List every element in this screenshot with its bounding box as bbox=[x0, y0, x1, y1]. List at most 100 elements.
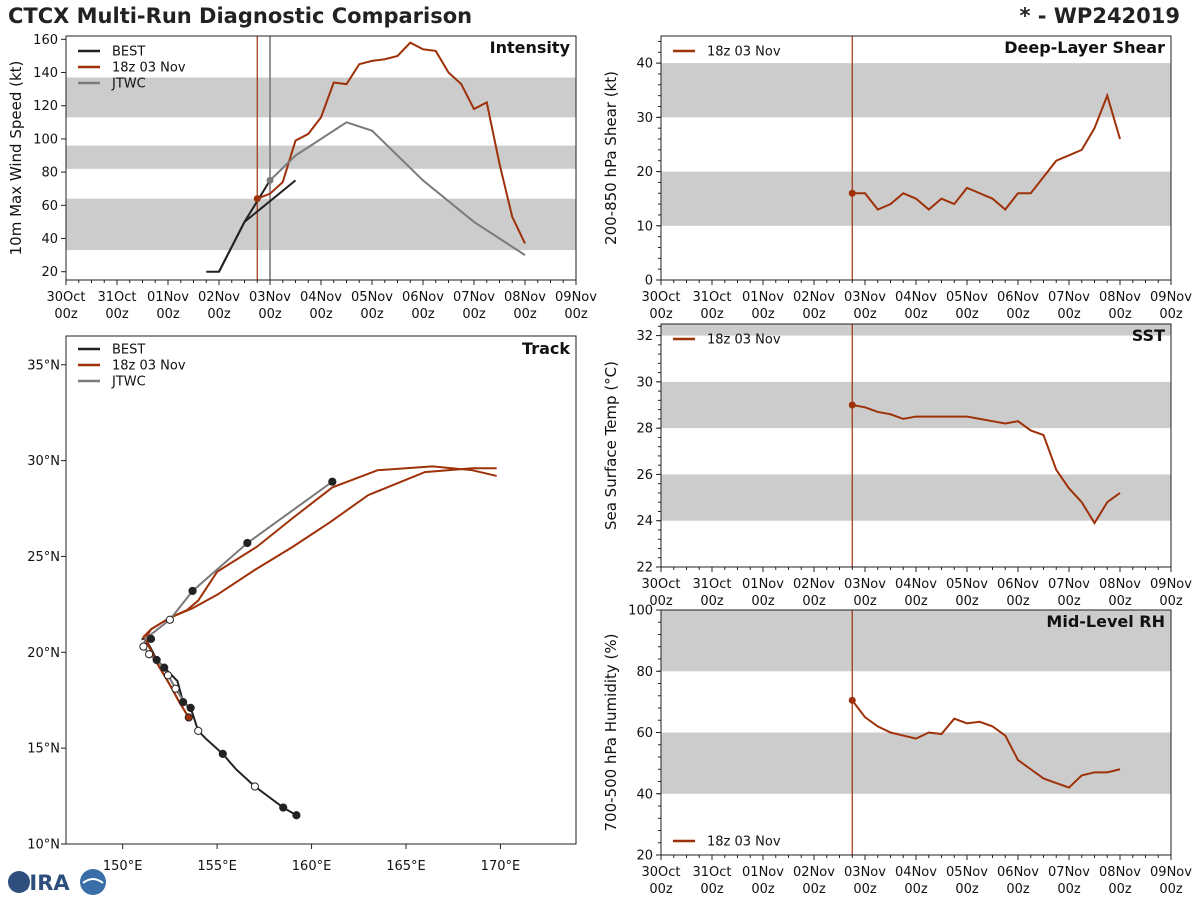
intensity-xtick-label: 00z bbox=[156, 307, 180, 322]
rh-xtick-label: 30Oct bbox=[641, 865, 680, 880]
intensity-xtick-label: 00z bbox=[54, 307, 78, 322]
rh-xtick-label: 06Nov bbox=[997, 865, 1039, 880]
storm-id-title: * - WP242019 bbox=[1019, 4, 1180, 28]
shear-xtick-label: 06Nov bbox=[997, 290, 1039, 305]
sst-xtick-label: 00z bbox=[853, 594, 877, 609]
rh-band bbox=[661, 610, 1171, 672]
intensity-xtick-label: 00z bbox=[207, 307, 231, 322]
intensity-legend-label-run: 18z 03 Nov bbox=[112, 61, 186, 76]
rh-xtick-label: 01Nov bbox=[742, 865, 784, 880]
intensity-title: Intensity bbox=[490, 38, 571, 57]
intensity-band bbox=[66, 77, 576, 118]
sst-marker-run bbox=[848, 401, 856, 409]
shear-xtick-label: 00z bbox=[802, 307, 826, 322]
intensity-ytick-label: 80 bbox=[41, 166, 58, 181]
shear-ytick-label: 0 bbox=[645, 274, 653, 289]
track-position-marker bbox=[171, 684, 180, 693]
shear-title: Deep-Layer Shear bbox=[1004, 38, 1165, 57]
cira-logo: CIRA bbox=[8, 869, 106, 895]
shear-ytick-label: 40 bbox=[636, 57, 653, 72]
track-title: Track bbox=[522, 339, 570, 358]
intensity-plot bbox=[66, 36, 576, 280]
track-legend-label-best: BEST bbox=[112, 343, 145, 358]
track-xtick-label: 160°E bbox=[292, 859, 332, 874]
logo-text: CIRA bbox=[14, 871, 70, 895]
track-legend-label-run: 18z 03 Nov bbox=[112, 359, 186, 374]
sst-xtick-label: 08Nov bbox=[1099, 577, 1141, 592]
rh-title: Mid-Level RH bbox=[1046, 612, 1165, 631]
sst-legend-label-run: 18z 03 Nov bbox=[707, 333, 781, 348]
shear-xtick-label: 00z bbox=[904, 307, 928, 322]
rh-xtick-label: 03Nov bbox=[844, 865, 886, 880]
shear-xtick-label: 30Oct bbox=[641, 290, 680, 305]
track-ytick-label: 35°N bbox=[27, 358, 60, 373]
track-ytick-label: 10°N bbox=[27, 838, 60, 853]
intensity-xtick-label: 00z bbox=[360, 307, 384, 322]
track-ytick-label: 20°N bbox=[27, 646, 60, 661]
shear-xtick-label: 31Oct bbox=[692, 290, 731, 305]
track-position-marker bbox=[152, 655, 161, 665]
intensity-xtick-label: 30Oct bbox=[46, 290, 85, 305]
track-position-marker bbox=[188, 586, 197, 596]
rh-xtick-label: 05Nov bbox=[946, 865, 988, 880]
rh-xtick-label: 31Oct bbox=[692, 865, 731, 880]
rh-legend-label-run: 18z 03 Nov bbox=[707, 835, 781, 850]
shear-xtick-label: 01Nov bbox=[742, 290, 784, 305]
intensity-xtick-label: 05Nov bbox=[351, 290, 393, 305]
sst-ytick-label: 22 bbox=[636, 561, 653, 576]
sst-xtick-label: 06Nov bbox=[997, 577, 1039, 592]
intensity-marker-jtwc bbox=[266, 176, 274, 184]
shear-ytick-label: 30 bbox=[636, 111, 653, 126]
track-position-marker bbox=[139, 642, 148, 651]
track-position-marker bbox=[328, 477, 337, 486]
shear-xtick-label: 00z bbox=[1159, 307, 1183, 322]
shear-ytick-label: 10 bbox=[636, 219, 653, 234]
sst-frame bbox=[660, 323, 1172, 568]
sst-xtick-label: 00z bbox=[802, 594, 826, 609]
shear-xtick-label: 00z bbox=[649, 307, 673, 322]
track-position-marker bbox=[160, 663, 169, 672]
rh-xtick-label: 00z bbox=[1057, 882, 1081, 897]
sst-band bbox=[661, 474, 1171, 521]
shear-xtick-label: 05Nov bbox=[946, 290, 988, 305]
rh-xtick-label: 00z bbox=[955, 882, 979, 897]
intensity-ytick-label: 60 bbox=[41, 199, 58, 214]
sst-xtick-label: 00z bbox=[751, 594, 775, 609]
intensity-xtick-label: 00z bbox=[462, 307, 486, 322]
rh-xtick-label: 08Nov bbox=[1099, 865, 1141, 880]
rh-ytick-label: 20 bbox=[636, 849, 653, 864]
track-position-marker bbox=[218, 749, 227, 759]
rh-xtick-label: 02Nov bbox=[793, 865, 835, 880]
shear-xtick-label: 04Nov bbox=[895, 290, 937, 305]
track-position-marker bbox=[184, 713, 193, 722]
sst-xtick-label: 00z bbox=[649, 594, 673, 609]
intensity-band bbox=[66, 145, 576, 169]
track-position-marker bbox=[186, 703, 195, 712]
shear-ytick-label: 20 bbox=[636, 165, 653, 180]
sst-xtick-label: 31Oct bbox=[692, 577, 731, 592]
sst-xtick-label: 00z bbox=[955, 594, 979, 609]
rh-ytick-label: 40 bbox=[636, 787, 653, 802]
shear-plot bbox=[661, 36, 1171, 280]
sst-ytick-label: 28 bbox=[636, 422, 653, 437]
sst-xtick-label: 02Nov bbox=[793, 577, 835, 592]
sst-ylabel: Sea Surface Temp (°C) bbox=[602, 361, 620, 530]
rh-series-run bbox=[851, 699, 1121, 789]
rh-xtick-label: 00z bbox=[1108, 882, 1132, 897]
intensity-xtick-label: 00z bbox=[411, 307, 435, 322]
sst-ytick-label: 30 bbox=[636, 375, 653, 390]
sst-xtick-label: 00z bbox=[1006, 594, 1030, 609]
intensity-ytick-label: 100 bbox=[33, 132, 58, 147]
intensity-xtick-label: 01Nov bbox=[147, 290, 189, 305]
rh-ytick-label: 80 bbox=[636, 665, 653, 680]
rh-ytick-label: 60 bbox=[636, 726, 653, 741]
track-ytick-label: 25°N bbox=[27, 550, 60, 565]
shear-xtick-label: 07Nov bbox=[1048, 290, 1090, 305]
shear-xtick-label: 08Nov bbox=[1099, 290, 1141, 305]
track-position-marker bbox=[163, 671, 173, 680]
track-xtick-label: 155°E bbox=[197, 859, 237, 874]
sst-series-run bbox=[852, 404, 1121, 525]
shear-xtick-label: 00z bbox=[955, 307, 979, 322]
shear-band bbox=[661, 63, 1171, 118]
rh-band bbox=[661, 732, 1171, 794]
